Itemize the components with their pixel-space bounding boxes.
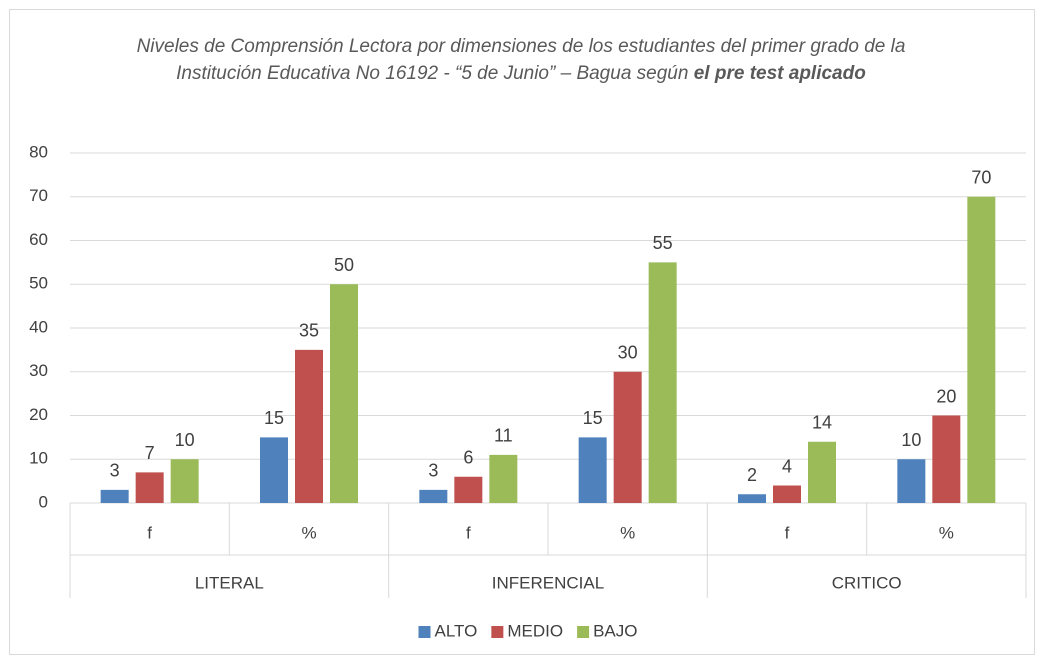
bar bbox=[295, 349, 323, 503]
y-tick-label: 40 bbox=[29, 317, 48, 336]
bar bbox=[170, 459, 199, 503]
y-tick-label: 80 bbox=[29, 142, 48, 161]
chart-border bbox=[9, 9, 1035, 655]
y-tick-label: 0 bbox=[39, 492, 48, 511]
bar bbox=[932, 415, 961, 503]
x-tick-label: % bbox=[939, 523, 954, 542]
legend-label: ALTO bbox=[435, 621, 478, 640]
data-label: 15 bbox=[264, 408, 284, 428]
title-bold: el pre test aplicado bbox=[693, 62, 866, 84]
y-tick-label: 30 bbox=[29, 361, 48, 380]
bar bbox=[967, 196, 996, 503]
legend-label: BAJO bbox=[593, 621, 637, 640]
group-label: LITERAL bbox=[195, 573, 264, 592]
y-tick-label: 20 bbox=[29, 405, 48, 424]
bar bbox=[578, 437, 607, 503]
group-label: CRITICO bbox=[832, 573, 902, 592]
x-tick-label: % bbox=[301, 523, 316, 542]
x-tick-label: f bbox=[466, 523, 471, 542]
data-label: 15 bbox=[583, 408, 603, 428]
x-tick-label: f bbox=[147, 523, 152, 542]
data-label: 2 bbox=[747, 465, 757, 485]
data-label: 30 bbox=[618, 343, 638, 363]
data-label: 3 bbox=[428, 461, 438, 481]
x-tick-label: f bbox=[785, 523, 790, 542]
legend-swatch bbox=[418, 626, 431, 638]
data-label: 70 bbox=[971, 168, 991, 188]
title-text: Niveles de Comprensión Lectora por dimen… bbox=[136, 36, 906, 84]
data-label: 3 bbox=[110, 461, 120, 481]
data-label: 4 bbox=[782, 456, 792, 476]
bar bbox=[135, 472, 164, 503]
data-label: 55 bbox=[653, 233, 673, 253]
bar bbox=[613, 371, 642, 503]
data-label: 7 bbox=[145, 443, 155, 463]
bar bbox=[738, 494, 766, 503]
x-tick-label: % bbox=[620, 523, 635, 542]
legend-swatch bbox=[491, 626, 504, 638]
data-label: 50 bbox=[334, 255, 354, 275]
bar bbox=[454, 476, 483, 503]
data-label: 10 bbox=[175, 430, 195, 450]
data-label: 14 bbox=[812, 413, 832, 433]
y-tick-label: 60 bbox=[29, 230, 48, 249]
bar bbox=[897, 459, 926, 503]
y-tick-label: 10 bbox=[29, 449, 48, 468]
bar bbox=[773, 485, 801, 503]
bar bbox=[808, 441, 836, 503]
group-label: INFERENCIAL bbox=[492, 573, 604, 592]
bar bbox=[330, 284, 358, 503]
legend-swatch bbox=[577, 626, 590, 638]
data-label: 6 bbox=[463, 448, 473, 468]
legend-label: MEDIO bbox=[507, 621, 563, 640]
bar bbox=[419, 489, 448, 503]
data-label: 11 bbox=[494, 426, 513, 446]
bar bbox=[648, 262, 677, 503]
bar bbox=[489, 454, 518, 503]
bar bbox=[260, 437, 288, 503]
y-tick-label: 50 bbox=[29, 274, 48, 293]
data-label: 20 bbox=[936, 386, 956, 406]
bar bbox=[100, 489, 129, 503]
y-tick-label: 70 bbox=[29, 186, 48, 205]
data-label: 10 bbox=[901, 430, 921, 450]
chart-title: Niveles de Comprensión Lectora por dimen… bbox=[110, 34, 932, 87]
data-label: 35 bbox=[299, 321, 319, 341]
